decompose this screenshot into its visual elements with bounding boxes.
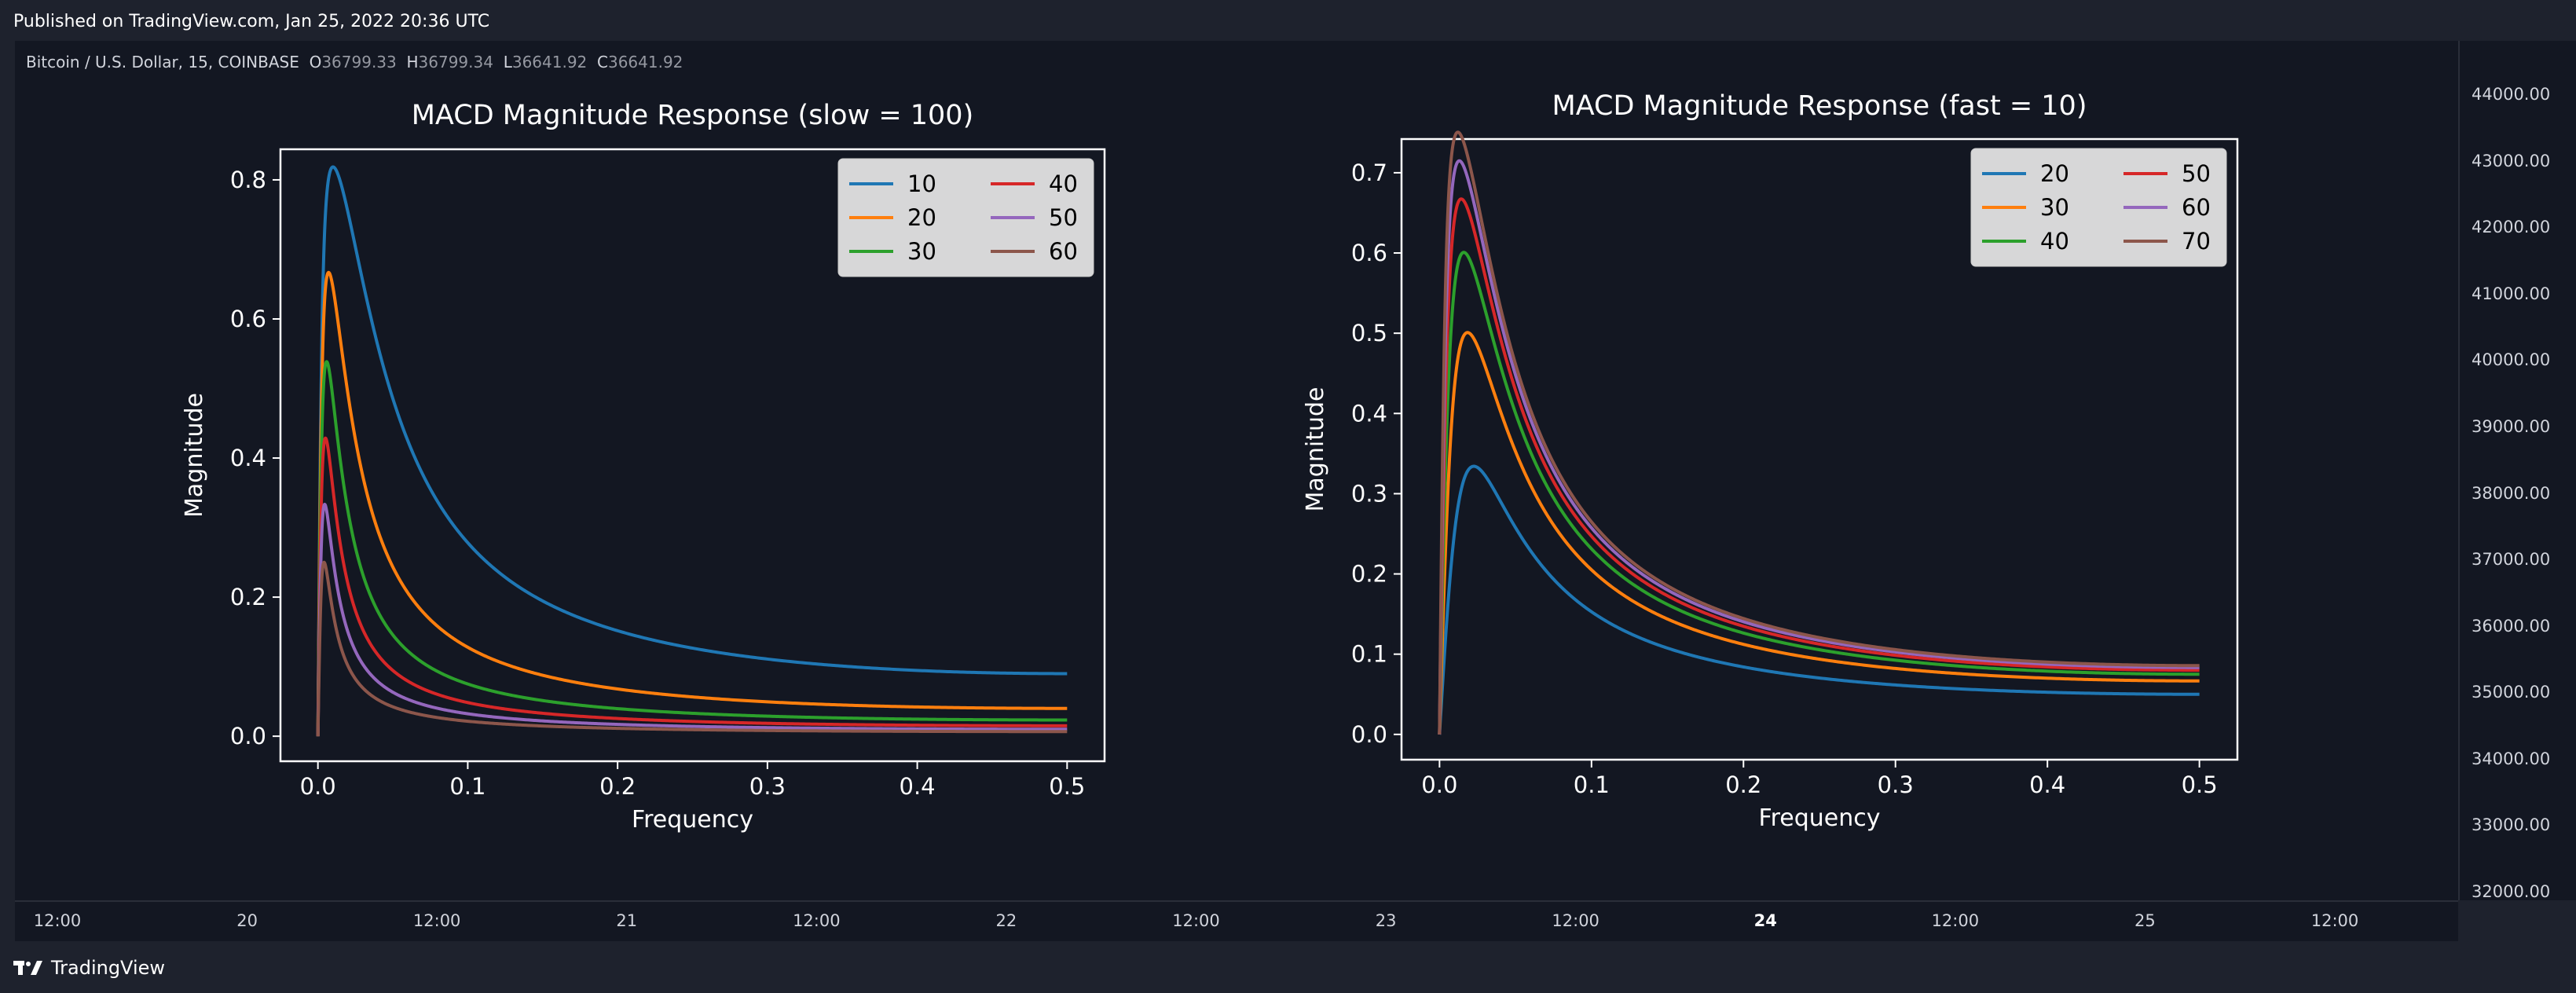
footer: TradingView [13,952,165,984]
high-label: H [406,53,419,71]
time-axis-label: 22 [995,911,1017,930]
close-label: C [597,53,608,71]
low-label: L [503,53,512,71]
price-axis-label: 40000.00 [2472,350,2551,370]
time-axis-label: 21 [616,911,638,930]
low-value: 36641.92 [511,53,588,71]
time-axis-label: 12:00 [2310,911,2359,930]
time-axis-label: 24 [1753,911,1777,930]
open-label: O [309,53,322,71]
price-axis-label: 44000.00 [2472,85,2551,104]
price-axis-label: 39000.00 [2472,416,2551,436]
symbol-name: Bitcoin / U.S. Dollar, 15, COINBASE [26,53,299,71]
price-axis-label: 41000.00 [2472,284,2551,303]
time-axis-label: 12:00 [1931,911,1980,930]
time-axis-label: 12:00 [412,911,461,930]
price-axis-label: 34000.00 [2472,749,2551,768]
time-axis-label: 12:00 [793,911,841,930]
open-value: 36799.33 [321,53,397,71]
price-axis-label: 33000.00 [2472,815,2551,835]
chart-area[interactable] [15,41,2458,900]
price-axis-label: 35000.00 [2472,683,2551,702]
price-axis-label: 43000.00 [2472,151,2551,170]
time-axis-label: 23 [1375,911,1397,930]
time-axis-label: 12:00 [33,911,82,930]
price-axis-label: 38000.00 [2472,483,2551,503]
time-axis-label: 12:00 [1172,911,1220,930]
time-axis[interactable]: 12:00 20 12:00 21 12:00 22 12:00 23 12:00 24 12:00… [15,900,2458,941]
close-value: 36641.92 [607,53,683,71]
time-axis-label: 12:00 [1552,911,1599,930]
price-axis-label: 32000.00 [2472,882,2551,901]
time-axis-label: 25 [2134,911,2156,930]
time-axis-label: 20 [236,911,258,930]
footer-brand: TradingView [51,957,166,979]
price-axis[interactable]: 44000.00 43000.00 42000.00 41000.00 40000.00… [2458,41,2576,901]
symbol-legend: Bitcoin / U.S. Dollar, 15, COINBASE O367… [26,49,683,75]
price-axis-label: 37000.00 [2472,550,2551,570]
high-value: 36799.34 [418,53,493,71]
tradingview-logo-icon [13,961,42,975]
price-axis-label: 42000.00 [2472,218,2551,237]
price-axis-label: 36000.00 [2472,616,2551,636]
published-header: Published on TradingView.com, Jan 25, 20… [13,12,490,31]
